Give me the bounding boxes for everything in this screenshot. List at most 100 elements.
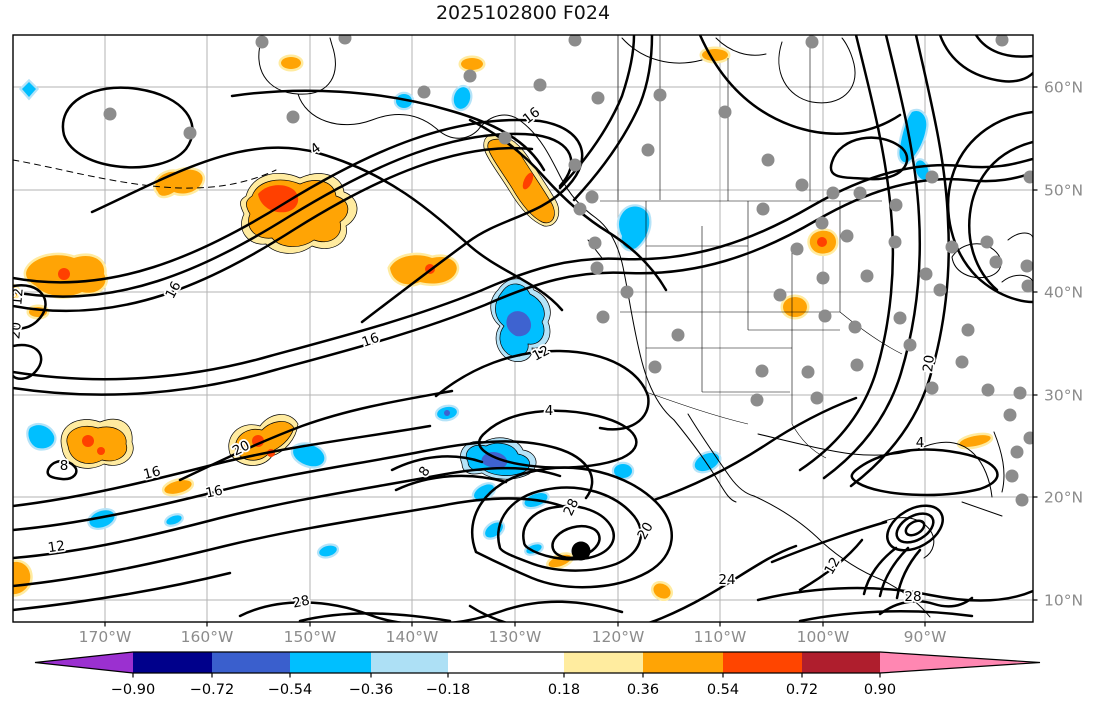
contour-label: 4	[545, 403, 554, 419]
station-dot	[591, 91, 605, 105]
station-dot	[925, 170, 939, 184]
cool-core	[481, 452, 508, 469]
colorbar-segment	[448, 652, 564, 673]
path-shape	[849, 35, 950, 488]
x-axis: 170°W 160°W 150°W 140°W 130°W 120°W 110°W 100°W…	[79, 622, 947, 646]
warm-core	[817, 237, 827, 247]
station-dot	[815, 216, 829, 230]
path-shape	[298, 612, 452, 622]
path-shape	[46, 459, 78, 481]
station-dot	[816, 271, 830, 285]
station-dot	[1023, 170, 1033, 184]
station-dot	[933, 283, 947, 297]
station-dot	[653, 88, 667, 102]
contour-label: 8	[60, 458, 69, 474]
path-shape	[756, 586, 1033, 602]
warm-patch	[780, 294, 810, 320]
x-tick-label: 90°W	[904, 628, 947, 646]
colorbar-tick-label: −0.90	[111, 682, 155, 698]
station-dot	[671, 328, 685, 342]
station-dot	[533, 78, 547, 92]
path-shape	[13, 440, 594, 532]
station-dot	[903, 338, 917, 352]
station-dot	[585, 190, 599, 204]
x-tick-label: 120°W	[592, 628, 645, 646]
contour-label: 28	[904, 589, 921, 605]
path-shape	[946, 110, 1033, 304]
colorbar-extend-low	[35, 652, 133, 673]
station-dot	[103, 107, 117, 121]
path-shape	[13, 424, 432, 508]
path-shape	[434, 349, 650, 431]
cool-core	[506, 311, 532, 337]
contour-label: 12	[9, 287, 26, 306]
x-tick-label: 170°W	[79, 628, 132, 646]
path-shape	[938, 35, 1033, 83]
warm-patch	[650, 580, 674, 602]
colorbar-segment	[212, 652, 290, 673]
x-tick-label: 140°W	[386, 628, 439, 646]
station-dot	[1013, 386, 1027, 400]
station-dot	[590, 261, 604, 275]
contour-label: 16	[204, 482, 224, 501]
station-dot	[498, 131, 512, 145]
station-dot	[919, 267, 933, 281]
path-shape	[572, 35, 654, 202]
x-tick-label: 110°W	[694, 628, 747, 646]
analysis-point	[571, 541, 591, 561]
station-dot	[810, 391, 824, 405]
warm-core	[97, 447, 105, 455]
path-shape	[497, 486, 643, 572]
station-dot	[981, 383, 995, 397]
contour-label: 20	[920, 354, 938, 373]
path-shape	[13, 146, 534, 313]
cool-patch	[26, 423, 57, 451]
station-dot	[826, 186, 840, 200]
station-dot	[888, 235, 902, 249]
station-dot	[801, 365, 815, 379]
warm-patch	[161, 477, 195, 497]
path-shape	[390, 455, 484, 472]
warm-core	[258, 185, 299, 213]
warm-patch	[458, 55, 486, 73]
station-dot	[795, 178, 809, 192]
station-dot	[925, 381, 939, 395]
station-dot	[1015, 493, 1029, 507]
station-dot	[1020, 259, 1033, 273]
path-shape	[829, 136, 909, 181]
path-shape	[13, 118, 584, 324]
y-tick-label: 10°N	[1044, 592, 1083, 610]
path-shape	[673, 413, 931, 618]
station-dot	[648, 360, 662, 374]
contour-label: 16	[142, 463, 163, 483]
path-shape	[13, 157, 1033, 381]
station-dot	[286, 110, 300, 124]
cool-core	[444, 410, 450, 416]
x-tick-label: 100°W	[797, 628, 850, 646]
path-shape	[757, 431, 1005, 498]
path-shape	[13, 283, 47, 330]
station-dot	[818, 309, 832, 323]
warm-core	[82, 435, 94, 447]
colorbar-extend-high	[880, 652, 1040, 673]
station-dot	[761, 153, 775, 167]
station-dot	[848, 320, 862, 334]
path-shape	[522, 504, 615, 561]
path-shape	[61, 86, 194, 169]
station-dot	[1005, 469, 1019, 483]
warm-patch	[66, 425, 128, 464]
contour-label: 20	[7, 321, 24, 340]
cool-patch	[18, 78, 40, 101]
cool-patch	[451, 84, 473, 112]
warm-patch	[699, 46, 731, 64]
path-shape	[178, 389, 454, 482]
path-shape	[968, 140, 1033, 292]
colorbar-segment	[802, 652, 880, 673]
station-dot	[989, 255, 1003, 269]
station-dot	[955, 355, 969, 369]
path-shape	[850, 448, 999, 497]
y-axis: 60°N 50°N 40°N 30°N 20°N 10°N	[1033, 79, 1083, 610]
colorbar-tick-label: 0.54	[707, 682, 739, 698]
path-shape	[394, 474, 508, 492]
